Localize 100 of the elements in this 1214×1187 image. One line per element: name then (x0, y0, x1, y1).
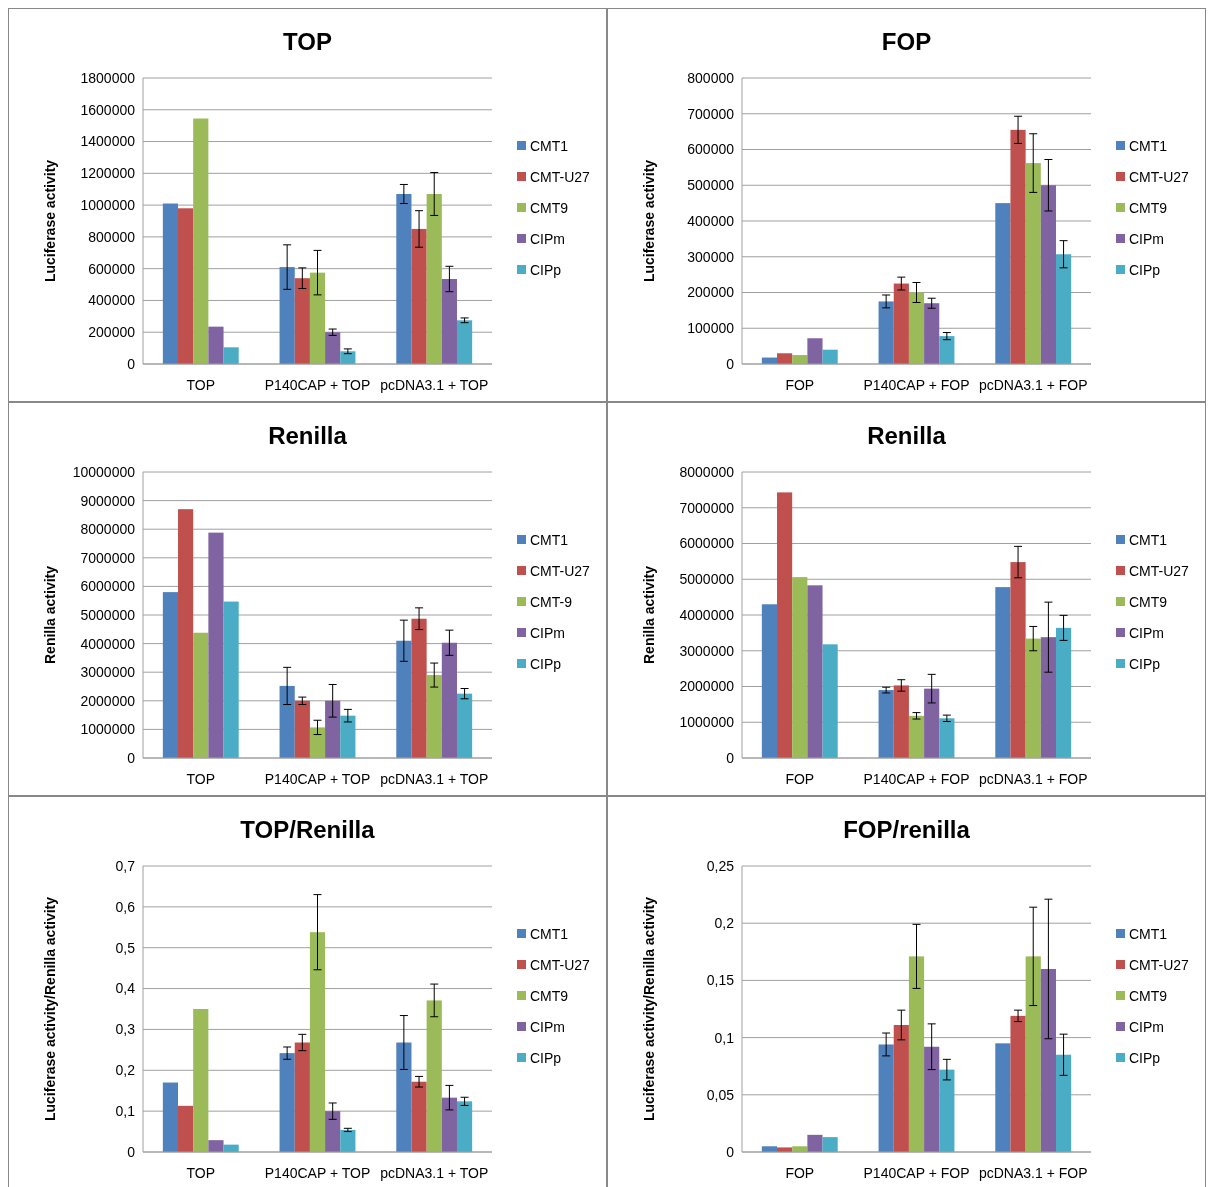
bar (893, 1025, 909, 1152)
bar (208, 1140, 224, 1152)
legend-label: CMT1 (1129, 531, 1168, 548)
y-tick-label: 10000000 (72, 463, 136, 480)
bar (294, 278, 310, 364)
bar (223, 601, 239, 758)
x-tick-label: P140CAP + FOP (863, 1165, 970, 1181)
bar (426, 675, 442, 758)
legend-label: CIPp (530, 655, 562, 672)
y-tick-label: 1600000 (80, 101, 136, 118)
x-tick-label: pcDNA3.1 + TOP (380, 771, 489, 787)
y-tick-label: 1800000 (80, 69, 136, 86)
bar (193, 632, 209, 758)
bar (178, 208, 194, 364)
y-tick-label: 0,3 (115, 1021, 136, 1038)
y-axis-title: Renilla activity (42, 565, 58, 665)
y-tick-label: 0,05 (706, 1086, 735, 1103)
y-tick-label: 5000000 (80, 606, 136, 623)
y-axis-title: Renilla activity (641, 565, 657, 665)
chart-title: FOP (881, 28, 932, 55)
bar (193, 1009, 209, 1152)
x-tick-label: pcDNA3.1 + TOP (380, 1165, 489, 1181)
bar (279, 267, 295, 364)
y-tick-label: 0 (127, 1143, 136, 1160)
bar (995, 587, 1011, 758)
x-tick-label: TOP (186, 377, 216, 393)
bar (939, 336, 955, 364)
legend-label: CIPm (530, 624, 565, 641)
bar (995, 1043, 1011, 1152)
y-tick-label: 800000 (88, 228, 136, 245)
y-tick-label: 700000 (687, 105, 735, 122)
bar (1010, 1015, 1026, 1152)
bar (426, 1000, 442, 1152)
bar (893, 685, 909, 758)
y-tick-label: 0,5 (115, 939, 136, 956)
y-axis-title: Luciferase activity (641, 159, 657, 283)
y-tick-label: 400000 (88, 292, 136, 309)
y-tick-label: 1000000 (679, 714, 735, 731)
legend-label: CMT1 (530, 925, 569, 942)
legend-label: CIPm (530, 1018, 565, 1035)
y-tick-label: 8000000 (679, 463, 735, 480)
legend-label: CIPm (1129, 624, 1164, 641)
legend-label: CMT-U27 (1129, 168, 1190, 185)
x-tick-label: P140CAP + TOP (264, 1165, 371, 1181)
bar (411, 1081, 427, 1152)
bar (822, 349, 838, 364)
bar (924, 688, 940, 758)
bar (807, 585, 823, 758)
bar (162, 592, 179, 758)
bar (396, 640, 412, 758)
bar (309, 727, 326, 758)
bar (939, 1069, 955, 1152)
y-tick-label: 6000000 (679, 535, 735, 552)
legend-label: CMT-U27 (530, 168, 591, 185)
bar (777, 353, 793, 364)
bar (777, 492, 793, 758)
y-tick-label: 0,25 (706, 857, 735, 874)
bar (822, 1137, 838, 1152)
x-tick-label: TOP (186, 1165, 216, 1181)
bar (294, 1042, 310, 1152)
bar (792, 577, 808, 758)
x-tick-label: pcDNA3.1 + TOP (380, 377, 489, 393)
bar (456, 693, 473, 758)
bar (908, 956, 925, 1152)
y-tick-label: 0 (127, 749, 136, 766)
y-tick-label: 200000 (687, 284, 735, 301)
bar (939, 718, 955, 758)
y-tick-label: 0 (127, 355, 136, 372)
bar (924, 1046, 940, 1152)
y-tick-label: 0,2 (714, 915, 735, 932)
legend-label: CMT1 (1129, 925, 1168, 942)
bar (325, 332, 341, 364)
bar (441, 278, 457, 364)
legend-label: CMT-U27 (1129, 562, 1190, 579)
bar (309, 272, 326, 364)
y-tick-label: 7000000 (679, 499, 735, 516)
y-tick-label: 8000000 (80, 521, 136, 538)
bar (1040, 968, 1056, 1152)
bar (396, 193, 412, 364)
bar (822, 644, 838, 758)
bar (1040, 185, 1056, 364)
bar (279, 685, 295, 758)
bar (995, 203, 1011, 364)
y-tick-label: 500000 (687, 177, 735, 194)
y-tick-label: 3000000 (80, 664, 136, 681)
legend-label: CIPm (530, 230, 565, 247)
y-tick-label: 1200000 (80, 165, 136, 182)
chart-title: TOP (283, 28, 332, 55)
chart-title: FOP/renilla (843, 816, 971, 843)
bar (208, 532, 224, 758)
x-tick-label: FOP (785, 1165, 815, 1181)
x-tick-label: pcDNA3.1 + FOP (978, 1165, 1088, 1181)
y-tick-label: 0 (726, 749, 735, 766)
x-tick-label: pcDNA3.1 + FOP (978, 771, 1088, 787)
y-tick-label: 6000000 (80, 578, 136, 595)
x-tick-label: FOP (785, 377, 815, 393)
bar (411, 228, 427, 364)
legend-label: CMT9 (1129, 987, 1168, 1004)
legend-label: CIPp (1129, 655, 1161, 672)
x-tick-label: P140CAP + TOP (264, 771, 371, 787)
